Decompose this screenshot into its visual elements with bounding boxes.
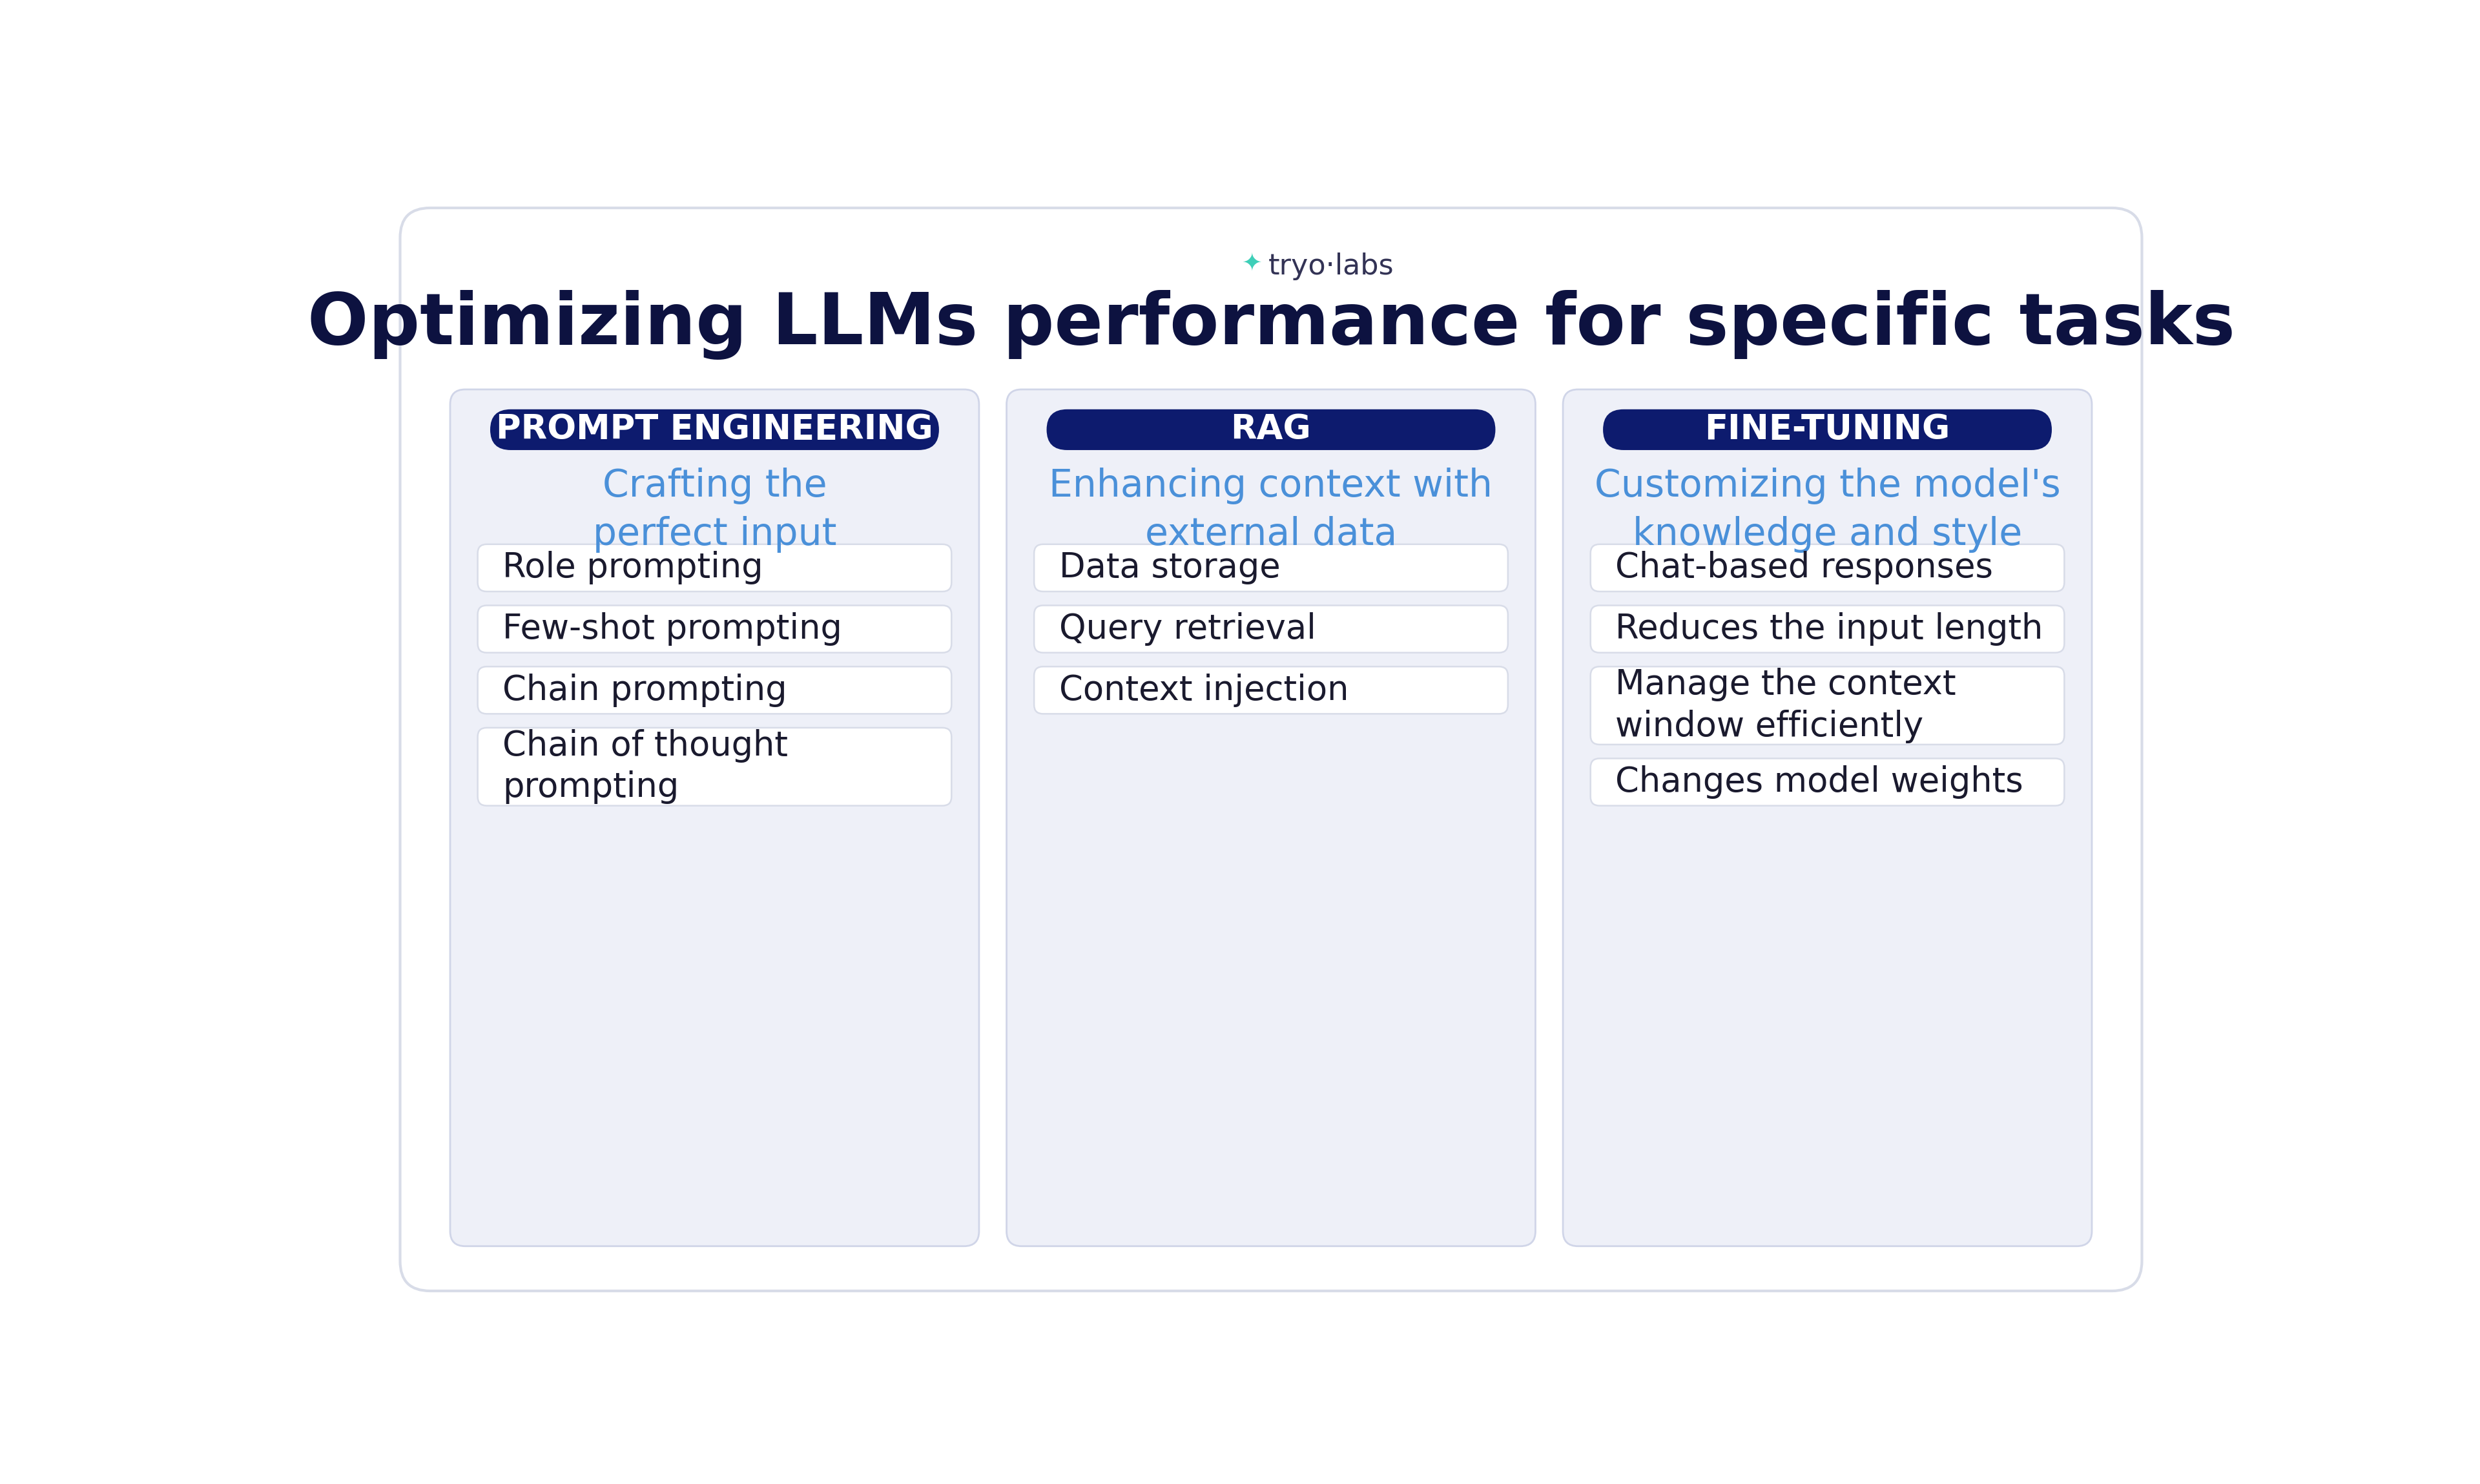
Text: PROMPT ENGINEERING: PROMPT ENGINEERING [496, 413, 932, 447]
FancyBboxPatch shape [1590, 666, 2063, 745]
FancyBboxPatch shape [1034, 666, 1508, 714]
Text: Crafting the
perfect input: Crafting the perfect input [593, 467, 836, 552]
Text: Few-shot prompting: Few-shot prompting [503, 613, 843, 646]
Text: RAG: RAG [1230, 413, 1312, 447]
Text: FINE-TUNING: FINE-TUNING [1704, 413, 1949, 447]
Text: ✦: ✦ [1242, 252, 1262, 276]
FancyBboxPatch shape [1034, 605, 1508, 653]
FancyBboxPatch shape [1590, 545, 2063, 592]
FancyBboxPatch shape [491, 410, 940, 450]
FancyBboxPatch shape [1007, 389, 1535, 1247]
FancyBboxPatch shape [1590, 605, 2063, 653]
Text: tryo·labs: tryo·labs [1267, 252, 1394, 280]
Text: Role prompting: Role prompting [503, 551, 764, 585]
FancyBboxPatch shape [479, 545, 952, 592]
Text: Optimizing LLMs performance for specific tasks: Optimizing LLMs performance for specific… [308, 289, 2234, 359]
Text: Customizing the model's
knowledge and style: Customizing the model's knowledge and st… [1595, 467, 2061, 552]
FancyBboxPatch shape [1590, 758, 2063, 806]
FancyBboxPatch shape [1047, 410, 1495, 450]
Text: Manage the context
window efficiently: Manage the context window efficiently [1614, 668, 1957, 743]
FancyBboxPatch shape [479, 605, 952, 653]
Text: Reduces the input length: Reduces the input length [1614, 613, 2044, 646]
FancyBboxPatch shape [479, 666, 952, 714]
Text: Context injection: Context injection [1059, 674, 1349, 706]
Text: Chain prompting: Chain prompting [503, 674, 786, 706]
FancyBboxPatch shape [1562, 389, 2091, 1247]
Text: Chat-based responses: Chat-based responses [1614, 551, 1994, 585]
Text: Changes model weights: Changes model weights [1614, 766, 2024, 798]
FancyBboxPatch shape [451, 389, 980, 1247]
Text: Enhancing context with
external data: Enhancing context with external data [1049, 467, 1493, 552]
FancyBboxPatch shape [1602, 410, 2051, 450]
Text: Data storage: Data storage [1059, 551, 1280, 585]
FancyBboxPatch shape [479, 727, 952, 806]
Text: Query retrieval: Query retrieval [1059, 613, 1317, 646]
FancyBboxPatch shape [399, 208, 2143, 1291]
FancyBboxPatch shape [1034, 545, 1508, 592]
Text: Chain of thought
prompting: Chain of thought prompting [503, 729, 789, 804]
